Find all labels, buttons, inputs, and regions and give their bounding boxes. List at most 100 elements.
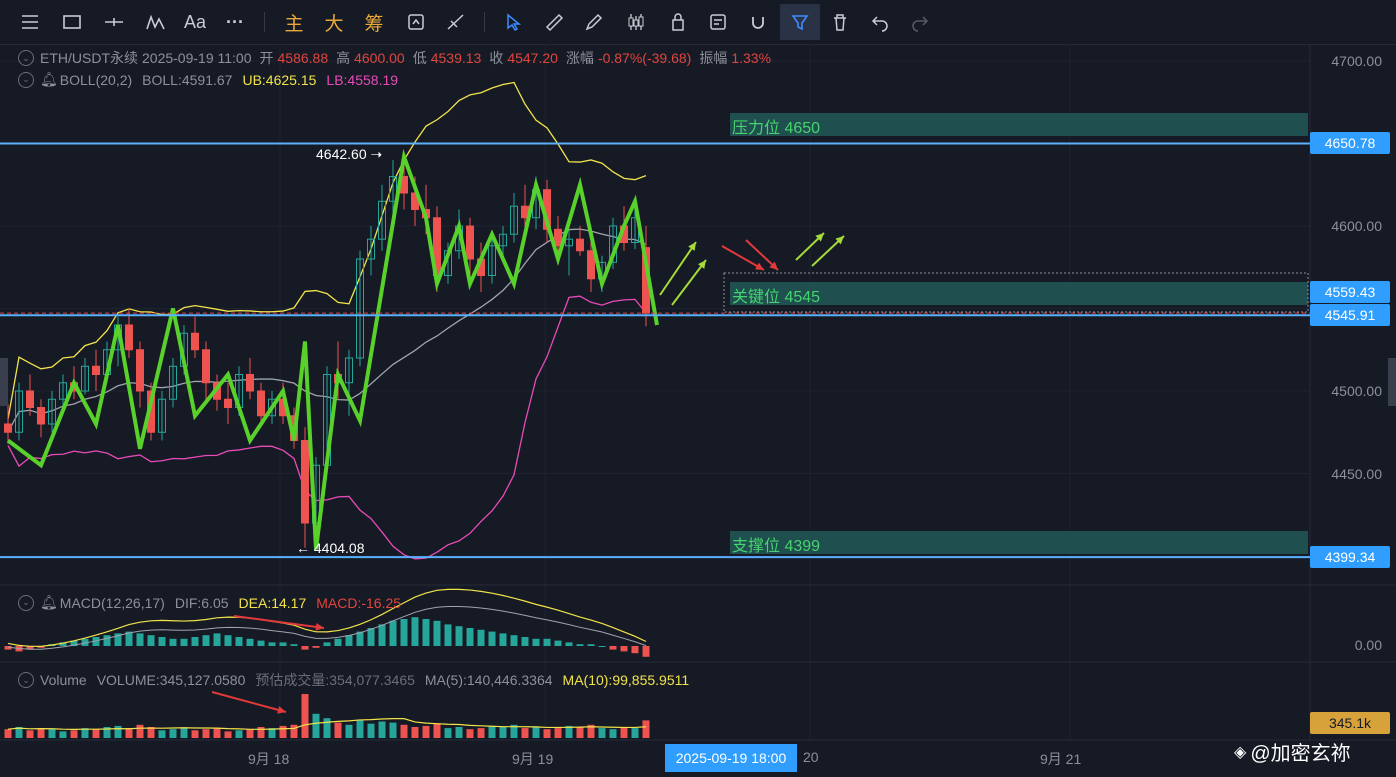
collapse-icon[interactable]: ⌄	[18, 594, 34, 611]
candle-body	[301, 440, 309, 524]
macd-bar	[598, 646, 606, 647]
volume-bar	[400, 724, 408, 738]
boll-mid: BOLL:4591.67	[142, 71, 233, 88]
bell-icon[interactable]: 🔔︎	[40, 71, 58, 87]
note-icon[interactable]	[700, 4, 736, 40]
macd-bar	[422, 619, 430, 646]
boll-ub: UB:4625.15	[242, 71, 317, 88]
volume-bar	[466, 729, 474, 738]
volume-bar	[356, 720, 364, 738]
horizontal-line-icon[interactable]	[96, 4, 132, 40]
macd-bar	[92, 637, 100, 646]
candle-body	[356, 258, 364, 359]
left-panel-toggle[interactable]	[0, 358, 8, 406]
volume-ma10: MA(10):99,855.9511	[562, 672, 690, 688]
volume-bar	[103, 727, 111, 738]
candle-body	[576, 238, 584, 252]
pointer-icon[interactable]	[496, 4, 532, 40]
macd-bar	[631, 646, 639, 654]
volume-bar	[257, 727, 265, 738]
candle-body	[389, 176, 397, 202]
change-label: 涨幅	[565, 50, 594, 66]
large-button[interactable]: 大	[324, 13, 344, 35]
undo-icon[interactable]	[862, 4, 898, 40]
rectangle-icon[interactable]	[54, 4, 90, 40]
magnet-icon[interactable]	[740, 4, 776, 40]
candle-body	[59, 382, 67, 400]
font-button[interactable]: Aa	[183, 11, 207, 32]
macd-bar	[488, 631, 496, 646]
candle-body	[510, 205, 518, 235]
annotation-arrows	[211, 232, 845, 714]
red-arrow	[233, 615, 325, 629]
macd-bar	[70, 640, 78, 646]
diamond-icon: ◈	[1234, 743, 1247, 761]
volume-est-label: 预估成交量	[255, 672, 326, 688]
price-tick: 4600.00	[1331, 218, 1382, 234]
volume-bar	[213, 728, 221, 738]
volume-bar	[158, 730, 166, 738]
macd-dea: DEA:14.17	[238, 594, 307, 611]
volume-bar	[389, 722, 397, 738]
filter-icon[interactable]	[780, 4, 820, 40]
volume-est-value: :354,077.3465	[325, 672, 415, 688]
red-arrow-head	[277, 706, 286, 714]
collapse-icon[interactable]: ⌄	[18, 672, 34, 688]
volume-bar	[543, 729, 551, 738]
bell-icon[interactable]: 🔔︎	[40, 594, 58, 610]
macd-bar	[609, 646, 617, 650]
lock-icon[interactable]	[660, 4, 696, 40]
tools-icon[interactable]	[438, 4, 474, 40]
candle-body	[169, 365, 177, 400]
redo-icon[interactable]	[902, 4, 938, 40]
sync-icon[interactable]	[398, 4, 434, 40]
more-button[interactable]: ···	[226, 11, 244, 32]
low-annotation: ← 4404.08	[296, 540, 365, 556]
boll-legend: ⌄ 🔔︎ BOLL(20,2) BOLL:4591.67 UB:4625.15 …	[18, 71, 398, 88]
toolbar-divider	[264, 12, 265, 32]
volume-bar	[444, 728, 452, 738]
chips-button[interactable]: 筹	[364, 13, 384, 35]
chart-canvas[interactable]	[0, 44, 1396, 777]
volume-ma-line	[7, 718, 647, 730]
macd-bar	[213, 633, 221, 646]
volume-bar	[59, 731, 67, 738]
x-tick: 9月 21	[1040, 751, 1082, 767]
trash-icon[interactable]	[822, 4, 858, 40]
candles-icon[interactable]	[618, 4, 654, 40]
volume-bar	[411, 727, 419, 738]
indicator-icon[interactable]	[138, 4, 174, 40]
volume-bar	[268, 728, 276, 738]
candle-body	[257, 390, 265, 417]
menu-icon[interactable]	[12, 4, 48, 40]
volume-bar	[191, 730, 199, 738]
collapse-icon[interactable]: ⌄	[18, 50, 34, 66]
volume-bar	[345, 724, 353, 738]
volume-bar	[367, 723, 375, 738]
macd-bar	[378, 624, 386, 646]
right-panel-toggle[interactable]	[1388, 358, 1396, 406]
macd-bar	[389, 620, 397, 646]
macd-bar	[411, 617, 419, 646]
close-value: 4547.20	[507, 50, 558, 66]
volume-bar	[477, 728, 485, 738]
red-arrow-head	[769, 261, 778, 270]
boll-name: BOLL(20,2)	[59, 71, 133, 88]
green-arrow	[671, 259, 707, 306]
pencil-icon[interactable]	[576, 4, 612, 40]
main-chart-button[interactable]: 主	[284, 13, 304, 35]
volume-bar	[609, 729, 617, 738]
resistance-price-badge: 4650.78	[1310, 132, 1390, 154]
macd-bar	[279, 642, 287, 646]
volume-bar	[15, 727, 23, 738]
volume-bar	[147, 727, 155, 738]
volume-bar	[323, 718, 331, 738]
candle-body	[136, 349, 144, 392]
ruler-icon[interactable]	[536, 4, 572, 40]
macd-bar	[510, 635, 518, 646]
candle-body	[37, 407, 45, 425]
collapse-icon[interactable]: ⌄	[18, 71, 34, 88]
macd-bar	[554, 640, 562, 646]
macd-bar	[180, 638, 188, 646]
grid	[0, 44, 1396, 741]
